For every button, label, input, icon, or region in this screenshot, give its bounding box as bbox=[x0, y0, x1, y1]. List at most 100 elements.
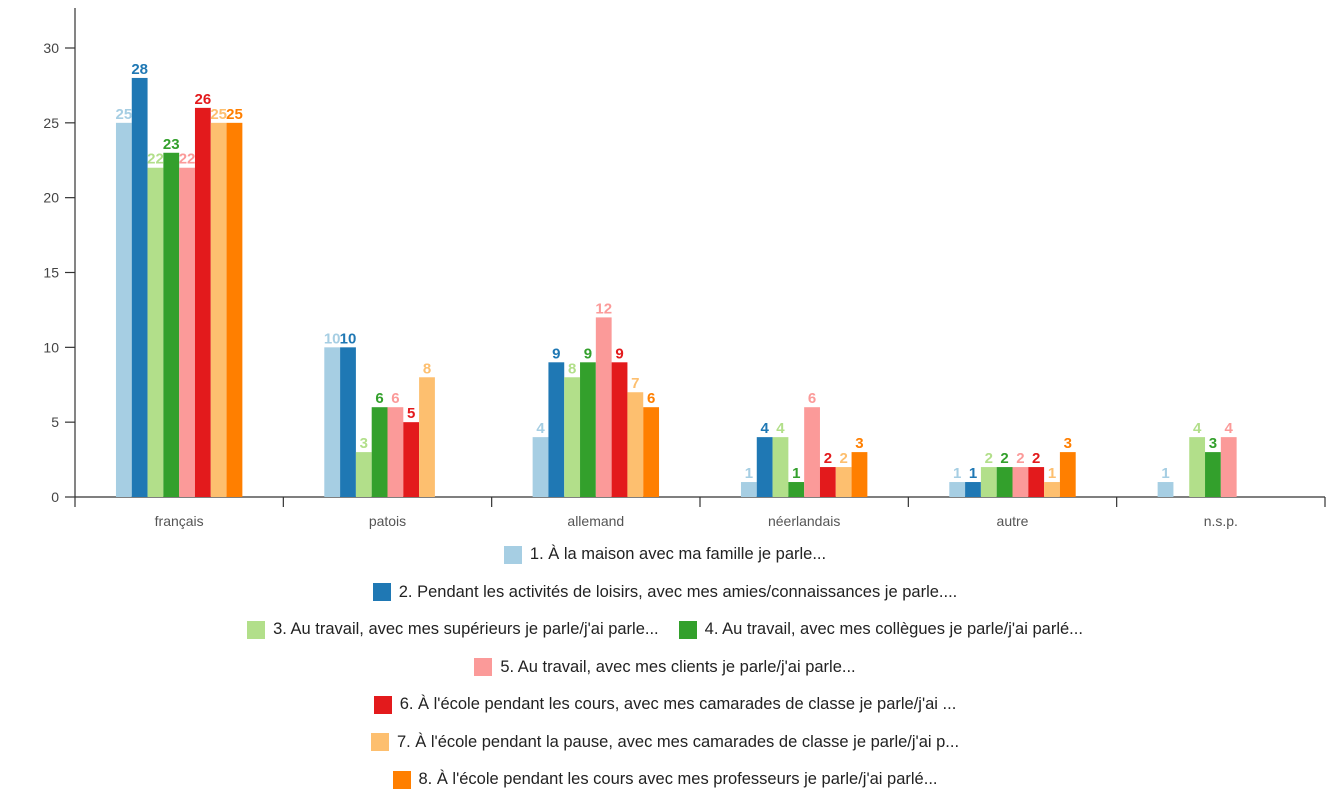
x-category-label: néerlandais bbox=[768, 513, 840, 529]
bar bbox=[835, 467, 852, 497]
bar bbox=[548, 362, 565, 497]
legend-item[interactable]: 7. À l'école pendant la pause, avec mes … bbox=[370, 732, 960, 752]
bar bbox=[387, 407, 404, 497]
bar bbox=[965, 482, 981, 497]
legend-swatch bbox=[678, 620, 697, 639]
bars bbox=[115, 77, 1237, 497]
legend-item[interactable]: 1. À la maison avec ma famille je parle.… bbox=[503, 545, 827, 564]
bar bbox=[131, 77, 148, 497]
bar-value-label: 3 bbox=[1064, 435, 1072, 452]
y-tick-label: 20 bbox=[43, 190, 59, 206]
bar bbox=[1189, 437, 1206, 497]
bar-value-label: 2 bbox=[824, 450, 832, 467]
bar bbox=[340, 347, 356, 497]
y-tick-label: 5 bbox=[51, 414, 59, 430]
legend-item[interactable]: 8. À l'école pendant les cours avec mes … bbox=[392, 770, 938, 789]
legend-swatch bbox=[372, 583, 391, 602]
bar-value-label: 9 bbox=[584, 345, 592, 362]
legend-label: 1. À la maison avec ma famille je parle.… bbox=[529, 545, 827, 564]
legend-item[interactable]: 5. Au travail, avec mes clients je parle… bbox=[474, 657, 856, 677]
bar-value-label: 4 bbox=[1225, 420, 1234, 437]
bar bbox=[595, 317, 612, 497]
bar-value-label: 6 bbox=[375, 390, 383, 407]
bar-value-label: 2 bbox=[1016, 450, 1024, 467]
bar bbox=[804, 407, 820, 497]
legend-row: 1. À la maison avec ma famille je parle.… bbox=[0, 536, 1330, 574]
bar-value-label: 2 bbox=[1032, 450, 1040, 467]
bar-value-label: 25 bbox=[210, 106, 227, 123]
bar bbox=[627, 392, 644, 497]
bar-value-label: 22 bbox=[147, 151, 164, 168]
bar bbox=[851, 452, 868, 497]
bar-value-label: 10 bbox=[340, 330, 357, 347]
bar bbox=[611, 362, 628, 497]
bar bbox=[580, 362, 596, 497]
bar-value-label: 1 bbox=[953, 465, 961, 482]
bar bbox=[324, 347, 341, 497]
bar-value-label: 12 bbox=[595, 300, 612, 317]
bar-value-label: 4 bbox=[536, 420, 545, 437]
bar-value-label: 23 bbox=[163, 136, 180, 153]
legend-item[interactable]: 4. Au travail, avec mes collègues je par… bbox=[678, 620, 1083, 639]
bar bbox=[1044, 482, 1060, 497]
bar bbox=[1205, 452, 1221, 497]
legend-swatch bbox=[373, 695, 392, 714]
legend-label: 3. Au travail, avec mes supérieurs je pa… bbox=[273, 620, 659, 639]
bar bbox=[355, 452, 372, 497]
bar bbox=[210, 122, 227, 497]
bar bbox=[194, 107, 211, 497]
x-category-label: autre bbox=[997, 513, 1029, 529]
legend-label: 6. À l'école pendant les cours, avec mes… bbox=[399, 695, 957, 714]
y-tick-label: 30 bbox=[43, 40, 59, 56]
bar bbox=[1220, 437, 1237, 497]
bar-value-label: 3 bbox=[855, 435, 863, 452]
bar-value-label: 8 bbox=[568, 360, 576, 377]
bar bbox=[163, 152, 180, 497]
bar bbox=[756, 437, 773, 497]
legend: 1. À la maison avec ma famille je parle.… bbox=[0, 536, 1330, 799]
legend-item[interactable]: 3. Au travail, avec mes supérieurs je pa… bbox=[247, 620, 659, 639]
legend-swatch bbox=[474, 658, 493, 677]
bar-value-label: 9 bbox=[552, 345, 560, 362]
bar-value-label: 10 bbox=[324, 330, 341, 347]
bar-value-label: 6 bbox=[391, 390, 399, 407]
bar-value-label: 6 bbox=[808, 390, 816, 407]
legend-label: 5. Au travail, avec mes clients je parle… bbox=[500, 657, 856, 676]
bar-value-label: 2 bbox=[1000, 450, 1008, 467]
x-category-label: n.s.p. bbox=[1204, 513, 1238, 529]
bar-value-label: 1 bbox=[792, 465, 800, 482]
y-axis: 0 5 10 15 20 25 30 bbox=[43, 8, 76, 505]
bar-value-label: 3 bbox=[1209, 435, 1217, 452]
bar bbox=[996, 467, 1013, 497]
x-axis: français patois allemand néerlandais autre n.… bbox=[74, 496, 1326, 529]
bar-value-label: 4 bbox=[1193, 420, 1202, 437]
bar-value-label: 6 bbox=[647, 390, 655, 407]
bar bbox=[788, 482, 805, 497]
legend-item[interactable]: 6. À l'école pendant les cours, avec mes… bbox=[373, 695, 957, 714]
y-tick-label: 0 bbox=[51, 489, 59, 505]
bar bbox=[772, 437, 789, 497]
x-category-label: allemand bbox=[567, 513, 624, 529]
bar-value-label: 4 bbox=[776, 420, 785, 437]
bar bbox=[371, 407, 388, 497]
x-category-label: français bbox=[155, 513, 204, 529]
legend-row: 5. Au travail, avec mes clients je parle… bbox=[0, 649, 1330, 687]
legend-swatch bbox=[370, 733, 389, 752]
y-tick-label: 10 bbox=[43, 339, 59, 355]
legend-label: 7. À l'école pendant la pause, avec mes … bbox=[396, 732, 960, 751]
legend-row: 6. À l'école pendant les cours, avec mes… bbox=[0, 686, 1330, 724]
legend-row: 3. Au travail, avec mes supérieurs je pa… bbox=[0, 611, 1330, 649]
bar bbox=[226, 122, 243, 497]
bar-value-label: 1 bbox=[745, 465, 753, 482]
bar-value-label: 4 bbox=[760, 420, 769, 437]
bar-value-label: 1 bbox=[969, 465, 977, 482]
bar bbox=[115, 122, 132, 497]
y-tick-label: 25 bbox=[43, 115, 59, 131]
legend-row: 8. À l'école pendant les cours avec mes … bbox=[0, 761, 1330, 799]
bar-value-label: 9 bbox=[615, 345, 623, 362]
bar bbox=[147, 167, 164, 497]
legend-row: 7. À l'école pendant la pause, avec mes … bbox=[0, 724, 1330, 762]
legend-item[interactable]: 2. Pendant les activités de loisirs, ave… bbox=[372, 583, 957, 602]
legend-swatch bbox=[503, 545, 522, 564]
bar-value-label: 2 bbox=[839, 450, 847, 467]
